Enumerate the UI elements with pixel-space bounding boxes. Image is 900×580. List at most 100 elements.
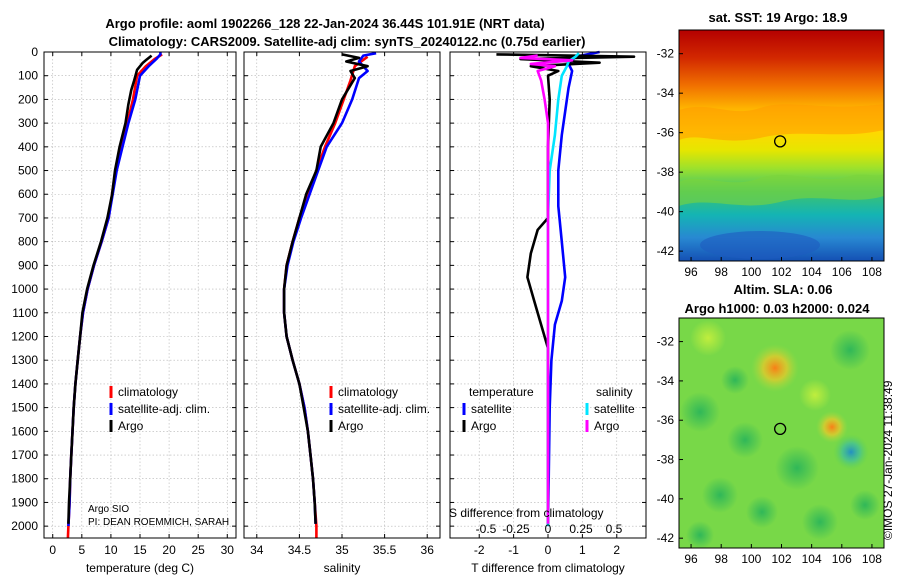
- map-x-tick-label: 104: [802, 552, 822, 566]
- legend-label-climatology: climatology: [338, 385, 398, 399]
- map-x-tick-label: 102: [771, 265, 791, 279]
- legend-label-sal-satellite: satellite: [594, 402, 635, 416]
- credit-line1: Argo SIO: [88, 504, 129, 515]
- figure-title-line2: Climatology: CARS2009. Satellite-adj cli…: [109, 34, 586, 49]
- x-tick-label: 34.5: [288, 543, 312, 557]
- sla-eddy: [702, 477, 738, 513]
- map-y-tick-label: -38: [657, 453, 675, 467]
- sst-map: [679, 30, 884, 261]
- map-x-tick-label: 96: [684, 265, 698, 279]
- legend-label-sal-argo: Argo: [594, 419, 620, 433]
- series-line-argo: [282, 53, 369, 524]
- sla-eddy: [746, 496, 778, 528]
- x-tick-label: -1: [508, 543, 519, 557]
- x-tick-label: 15: [133, 543, 147, 557]
- map-y-tick-label: -32: [657, 47, 675, 61]
- y-tick-label: 1100: [12, 306, 38, 320]
- map-x-tick-label: 106: [832, 552, 852, 566]
- map-x-tick-label: 98: [715, 265, 729, 279]
- salinity-legend: climatology satellite-adj. clim. Argo: [329, 385, 430, 433]
- y-tick-label: 1000: [11, 282, 38, 296]
- legend-label-argo: Argo: [338, 419, 364, 433]
- series-line-satellite-adj-clim-: [282, 51, 377, 524]
- sst-map-title: sat. SST: 19 Argo: 18.9: [709, 10, 848, 25]
- map-x-tick-label: 108: [862, 265, 882, 279]
- y-tick-label: 300: [18, 116, 38, 130]
- x-axis-label: T difference from climatology: [471, 561, 625, 575]
- sla-map-title-line1: Altim. SLA: 0.06: [734, 282, 833, 297]
- y-tick-label: 700: [18, 211, 38, 225]
- sal-diff-tick: -0.25: [502, 522, 530, 536]
- sst-argo-marker: [773, 135, 787, 148]
- y-tick-label: 1500: [11, 401, 38, 415]
- sla-eddy: [833, 434, 869, 470]
- map-x-tick-label: 102: [771, 552, 791, 566]
- map-y-tick-label: -36: [657, 126, 675, 140]
- y-tick-label: 1300: [11, 353, 38, 367]
- sla-eddy: [721, 366, 749, 394]
- map-x-tick-label: 98: [715, 552, 729, 566]
- sla-eddy: [802, 504, 838, 540]
- timestamp: ©IMOS 27-Jan-2024 11:38:49: [881, 380, 895, 540]
- sst-warm-tongue: [679, 104, 884, 141]
- map-y-tick-label: -36: [657, 413, 675, 427]
- series-line-salinity-argo: [519, 54, 574, 524]
- y-tick-label: 1200: [11, 329, 38, 343]
- sal-diff-tick: 0.25: [569, 522, 593, 536]
- y-tick-label: 800: [18, 235, 38, 249]
- x-axis-label: temperature (deg C): [86, 561, 194, 575]
- sla-eddy: [727, 422, 763, 458]
- map-y-tick-label: -34: [657, 374, 675, 388]
- figure-title-line1: Argo profile: aoml 1902266_128 22-Jan-20…: [105, 16, 544, 31]
- y-tick-label: 1600: [11, 424, 38, 438]
- x-tick-label: 10: [104, 543, 118, 557]
- map-x-tick-label: 100: [741, 265, 761, 279]
- map-y-tick-label: -40: [657, 492, 675, 506]
- temperature-profile-panel: 0 5 10 15 20 25 30 temperature (deg C) 0 100 200 30…: [11, 45, 237, 575]
- map-x-tick-label: 96: [684, 552, 698, 566]
- map-x-tick-label: 104: [802, 265, 822, 279]
- sla-eddy: [850, 490, 880, 520]
- x-tick-label: 5: [78, 543, 85, 557]
- x-tick-label: 20: [162, 543, 176, 557]
- sla-eddy: [830, 330, 870, 370]
- y-tick-label: 600: [18, 187, 38, 201]
- sla-eddy: [799, 379, 831, 411]
- sla-eddy: [816, 411, 848, 443]
- x-tick-label: 36: [421, 543, 435, 557]
- salinity-difference-axis-title: S difference from climatology: [449, 506, 604, 520]
- sla-eddy: [690, 320, 726, 356]
- sal-diff-tick: -0.5: [476, 522, 497, 536]
- map-y-tick-label: -34: [657, 86, 675, 100]
- sst-map-field: [679, 30, 884, 261]
- y-tick-label: 900: [18, 258, 38, 272]
- y-tick-label: 200: [18, 92, 38, 106]
- y-tick-label: 1800: [11, 472, 38, 486]
- x-tick-label: 25: [192, 543, 206, 557]
- x-tick-label: 1: [579, 543, 586, 557]
- salinity-difference-tick-labels: -0.5 -0.25 0 0.25 0.5: [476, 522, 623, 536]
- series-line-climatology: [282, 55, 369, 538]
- x-tick-label: 0: [49, 543, 56, 557]
- sla-map-axes: 96 98 100 102 104 106 108 -32 -34 -36 -38 -40 -42: [657, 317, 885, 566]
- map-y-tick-label: -38: [657, 165, 675, 179]
- x-axis-label: salinity: [324, 561, 361, 575]
- y-tick-label: 1900: [11, 495, 38, 509]
- temperature-legend: climatology satellite-adj. clim. Argo: [109, 385, 210, 433]
- map-y-tick-label: -40: [657, 205, 675, 219]
- credit-line2: PI: DEAN ROEMMICH, SARAH: [88, 517, 229, 528]
- map-y-tick-label: -42: [657, 531, 675, 545]
- x-tick-label: -2: [474, 543, 485, 557]
- series-line-argo: [67, 54, 153, 524]
- x-tick-label: 0: [545, 543, 552, 557]
- legend-label-climatology: climatology: [118, 385, 178, 399]
- y-tick-label: 0: [31, 45, 38, 59]
- x-tick-label: 30: [221, 543, 235, 557]
- sla-argo-marker: [773, 422, 787, 436]
- sst-cold-patch: [700, 231, 820, 259]
- map-x-tick-label: 108: [862, 552, 882, 566]
- y-tick-label: 500: [18, 164, 38, 178]
- y-tick-label: 100: [18, 69, 38, 83]
- difference-profile-panel: -2 -1 0 1 2 T difference from climatology: [449, 50, 647, 575]
